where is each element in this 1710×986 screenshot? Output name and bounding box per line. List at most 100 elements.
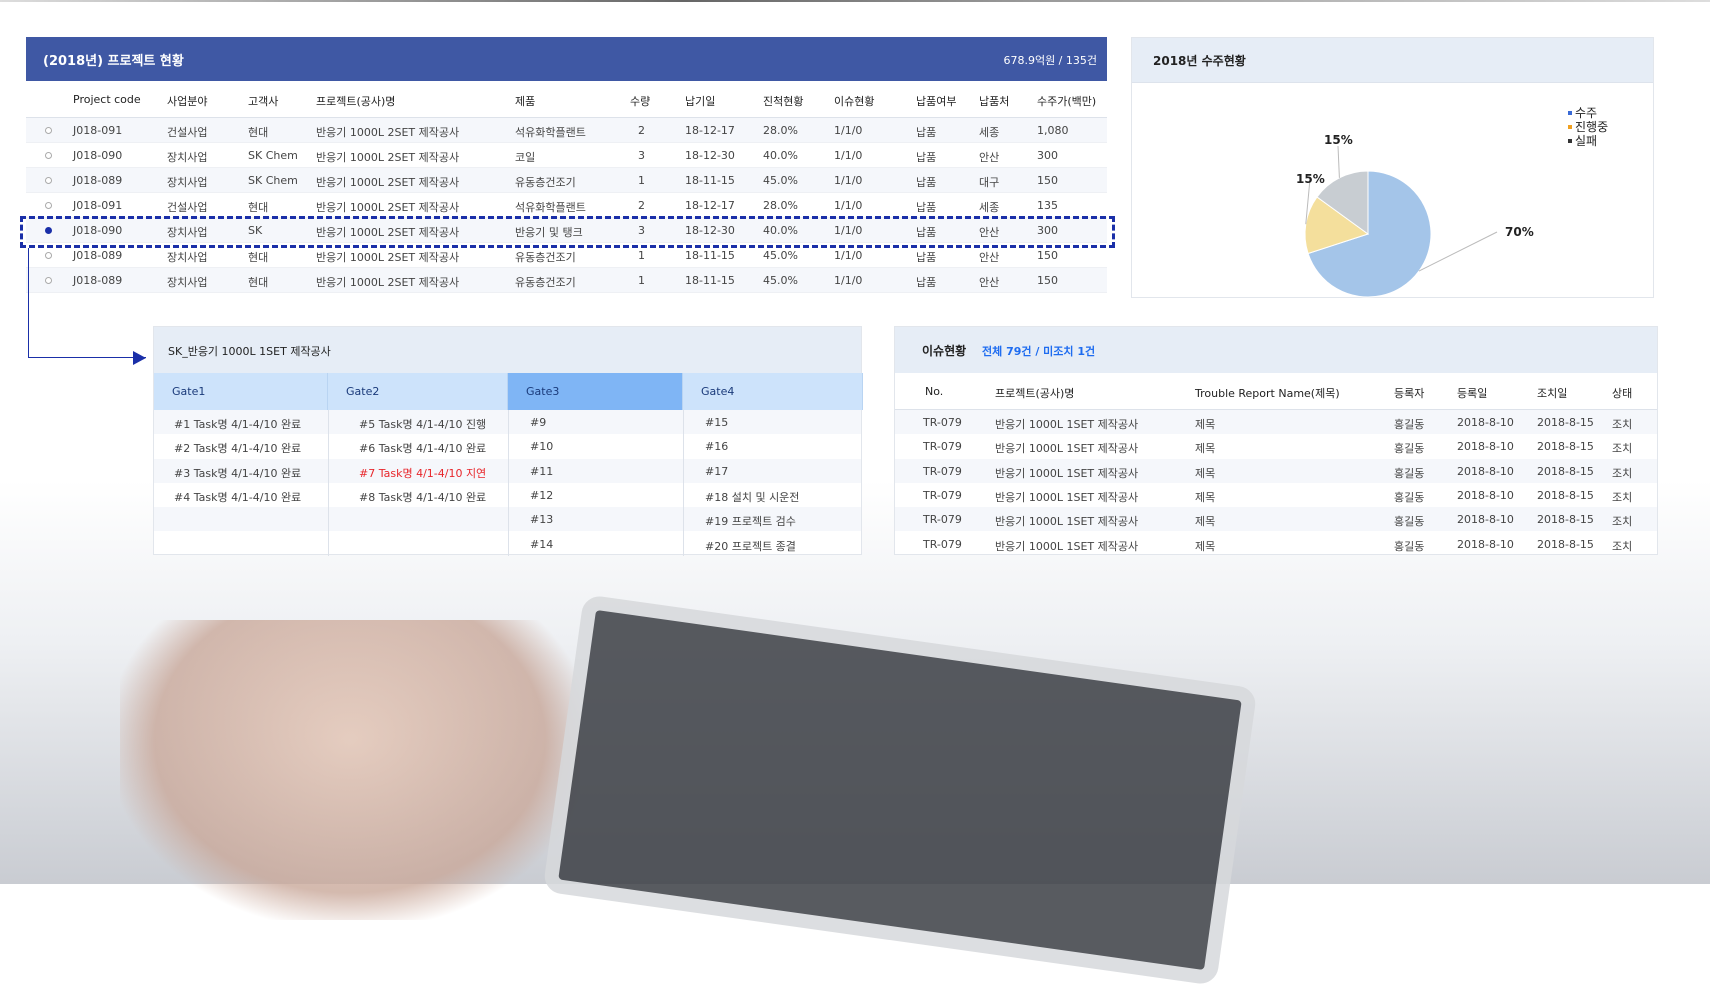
row-radio[interactable] — [45, 252, 52, 259]
table-cell: 홍길동 — [1394, 442, 1425, 456]
table-cell: 1/1/0 — [834, 249, 863, 262]
gate-task[interactable]: #1 Task명 4/1-4/10 완료 — [174, 418, 302, 431]
table-cell: 2018-8-10 — [1457, 440, 1514, 454]
table-row[interactable]: J018-091 건설사업 현대 반응기 1000L 2SET 제작공사 석유화학플랜트… — [26, 118, 1107, 143]
table-cell: 조치 — [1612, 539, 1633, 553]
gate-task[interactable]: #16 — [705, 440, 729, 454]
table-cell: 2018-8-15 — [1537, 416, 1594, 429]
table-cell: 건설사업 — [167, 126, 208, 139]
pie-leader-line — [1305, 178, 1311, 225]
gate-task[interactable]: #13 — [530, 513, 554, 527]
gate-task[interactable]: #5 Task명 4/1-4/10 진행 — [359, 418, 487, 431]
issue-summary[interactable]: 전체 79건 / 미조치 1건 — [982, 345, 1096, 358]
gate-task[interactable]: #2 Task명 4/1-4/10 완료 — [174, 442, 302, 456]
column-header[interactable]: 납품처 — [979, 95, 1010, 108]
table-row[interactable]: J018-090 장치사업 SK Chem 반응기 1000L 2SET 제작공사 코일… — [26, 143, 1107, 168]
gate-column-header[interactable]: Gate1 — [154, 373, 328, 410]
row-radio[interactable] — [45, 202, 52, 209]
gate-task[interactable]: #12 — [530, 488, 554, 502]
table-cell: 3 — [638, 149, 645, 162]
column-header[interactable]: 납기일 — [685, 95, 716, 108]
column-header[interactable]: 등록자 — [1394, 387, 1425, 400]
table-cell: 2018-8-10 — [1457, 488, 1514, 502]
column-header[interactable]: 등록일 — [1457, 387, 1488, 400]
column-header[interactable]: Project code — [73, 93, 141, 106]
pie-slice-1[interactable] — [1304, 196, 1370, 255]
issue-row[interactable]: TR-079 반응기 1000L 1SET 제작공사 제목 홍길동 2018-8-10 2… — [895, 458, 1657, 483]
table-row[interactable]: J018-089 장치사업 현대 반응기 1000L 2SET 제작공사 유동층건조기 1… — [26, 243, 1107, 268]
column-header[interactable]: 이슈현황 — [834, 95, 875, 108]
gate-task[interactable]: #4 Task명 4/1-4/10 완료 — [174, 490, 302, 504]
order-header: 2018년 수주현황 — [1132, 38, 1653, 83]
table-row[interactable]: J018-089 장치사업 현대 반응기 1000L 2SET 제작공사 유동층건조기 1… — [26, 268, 1107, 293]
issue-row[interactable]: TR-079 반응기 1000L 1SET 제작공사 제목 홍길동 2018-8-10 2… — [895, 507, 1657, 532]
gate-task[interactable]: #19 프로젝트 검수 — [705, 515, 796, 529]
legend-label: 수주 — [1575, 106, 1597, 120]
table-cell: 반응기 1000L 2SET 제작공사 — [316, 126, 460, 139]
gate-task[interactable]: #11 — [530, 464, 554, 478]
table-cell: SK Chem — [248, 149, 298, 162]
column-header[interactable]: 상태 — [1612, 387, 1633, 400]
table-cell: 장치사업 — [167, 176, 208, 189]
column-header[interactable]: 사업분야 — [167, 95, 208, 108]
gate-task[interactable]: #8 Task명 4/1-4/10 완료 — [359, 490, 487, 504]
column-header[interactable]: 조치일 — [1537, 387, 1568, 400]
column-header[interactable]: 제품 — [515, 95, 536, 108]
issue-row[interactable]: TR-079 반응기 1000L 1SET 제작공사 제목 홍길동 2018-8-10 2… — [895, 483, 1657, 507]
gate-label: Gate4 — [701, 385, 735, 398]
gate-column-header[interactable]: Gate4 — [683, 373, 863, 410]
pie-slice-0[interactable] — [1307, 170, 1432, 298]
row-radio[interactable] — [45, 277, 52, 284]
column-header[interactable]: 수주가(백만) — [1037, 95, 1097, 108]
gate-task[interactable]: #15 — [705, 416, 729, 429]
legend-swatch — [1568, 111, 1572, 115]
table-cell: 1,080 — [1037, 124, 1069, 137]
row-radio[interactable] — [45, 152, 52, 159]
table-cell: TR-079 — [923, 488, 962, 502]
table-cell: 2018-8-15 — [1537, 440, 1594, 454]
table-cell: TR-079 — [923, 537, 962, 551]
gate-task[interactable]: #9 — [530, 416, 547, 429]
gate-task[interactable]: #17 — [705, 464, 729, 478]
table-row[interactable]: J018-090 장치사업 SK 반응기 1000L 2SET 제작공사 반응기 및 탱… — [26, 218, 1107, 243]
gate-column-header[interactable]: Gate3 — [508, 373, 683, 410]
table-cell: J018-089 — [73, 174, 123, 187]
column-header[interactable]: 납품여부 — [916, 95, 957, 108]
gate-task[interactable]: #14 — [530, 537, 554, 551]
issue-panel: 이슈현황 전체 79건 / 미조치 1건 No. 프로젝트(공사)명 Trouble… — [894, 326, 1658, 555]
column-header[interactable]: 프로젝트(공사)명 — [316, 95, 396, 108]
column-header[interactable]: No. — [925, 385, 944, 398]
table-cell: 석유화학플랜트 — [515, 126, 586, 139]
column-header[interactable]: 고객사 — [248, 95, 279, 108]
row-radio[interactable] — [45, 177, 52, 184]
gate-panel: SK_반응기 1000L 1SET 제작공사 Gate1 Gate2 Gate3 Ga… — [153, 326, 863, 556]
gate-task[interactable]: #10 — [530, 440, 554, 454]
table-cell: 장치사업 — [167, 151, 208, 164]
gate-task[interactable]: #20 프로젝트 종결 — [705, 539, 796, 553]
column-header[interactable]: 수량 — [630, 95, 651, 108]
issue-row[interactable]: TR-079 반응기 1000L 1SET 제작공사 제목 홍길동 2018-8-10 2… — [895, 410, 1657, 435]
issue-row[interactable]: TR-079 반응기 1000L 1SET 제작공사 제목 홍길동 2018-8-10 2… — [895, 532, 1657, 556]
column-header[interactable]: 프로젝트(공사)명 — [995, 387, 1075, 400]
gate-task[interactable]: #7 Task명 4/1-4/10 지연 — [359, 466, 487, 480]
gate-row — [154, 507, 861, 532]
table-cell: 1/1/0 — [834, 199, 863, 212]
gate-divider — [328, 410, 329, 556]
table-row[interactable]: J018-091 건설사업 현대 반응기 1000L 2SET 제작공사 석유화학플랜트… — [26, 193, 1107, 218]
column-header[interactable]: Trouble Report Name(제목) — [1195, 387, 1340, 400]
gate-column-header[interactable]: Gate2 — [328, 373, 508, 410]
gate-task[interactable]: #18 설치 및 시운전 — [705, 490, 800, 504]
table-cell: 2 — [638, 124, 645, 137]
gate-task[interactable]: #6 Task명 4/1-4/10 완료 — [359, 442, 487, 456]
table-cell: 반응기 1000L 2SET 제작공사 — [316, 276, 460, 289]
gate-task[interactable]: #3 Task명 4/1-4/10 완료 — [174, 466, 302, 480]
table-cell: 1/1/0 — [834, 274, 863, 287]
row-radio[interactable] — [45, 127, 52, 134]
table-cell: 반응기 1000L 1SET 제작공사 — [995, 466, 1139, 480]
table-cell: SK — [248, 224, 263, 237]
issue-row[interactable]: TR-079 반응기 1000L 1SET 제작공사 제목 홍길동 2018-8-10 2… — [895, 434, 1657, 458]
column-header[interactable]: 진척현황 — [763, 95, 804, 108]
row-radio[interactable] — [45, 227, 52, 234]
table-row[interactable]: J018-089 장치사업 SK Chem 반응기 1000L 2SET 제작공사 유동… — [26, 168, 1107, 193]
pie-slice-2[interactable] — [1316, 170, 1369, 235]
